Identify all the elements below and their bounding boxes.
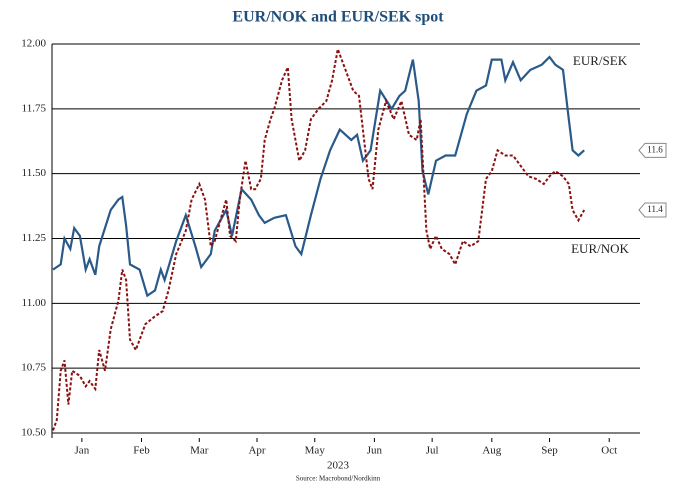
end-tag xyxy=(638,202,667,218)
x-tick-label: Jul xyxy=(426,445,439,457)
end-tag-label: 11.4 xyxy=(647,204,663,214)
series-name: EUR/SEK xyxy=(573,53,628,68)
x-tick-label: Mar xyxy=(190,445,209,457)
chart-title: EUR/NOK and EUR/SEK spot xyxy=(232,9,444,26)
x-tick-label: Oct xyxy=(601,445,617,457)
series-name: EUR/NOK xyxy=(571,241,629,256)
x-tick-label: May xyxy=(305,445,326,457)
y-tick-label: 10.50 xyxy=(21,427,46,439)
series-line xyxy=(52,55,585,298)
series-line xyxy=(52,45,586,431)
end-tag-box xyxy=(638,202,667,218)
y-tick-label: 11.25 xyxy=(22,232,47,244)
end-tag-box xyxy=(638,142,667,158)
end-tag xyxy=(638,142,667,158)
y-tick-label: 12.00 xyxy=(21,38,46,50)
x-axis-label: 2023 xyxy=(327,460,350,472)
x-tick-label: Aug xyxy=(482,445,501,457)
x-tick-label: Sep xyxy=(541,445,558,457)
end-tag-label: 11.6 xyxy=(647,144,663,154)
y-tick-label: 11.75 xyxy=(22,102,47,114)
source: Source: Macrobond/Nordkinn xyxy=(296,475,381,483)
y-tick-label: 11.50 xyxy=(22,167,47,179)
y-tick-label: 10.75 xyxy=(21,362,46,374)
x-tick-label: Jun xyxy=(367,445,383,457)
x-tick-label: Jan xyxy=(75,445,90,457)
x-tick-label: Feb xyxy=(133,445,150,457)
y-tick-label: 11.00 xyxy=(22,297,47,309)
x-tick-label: Apr xyxy=(248,445,265,457)
